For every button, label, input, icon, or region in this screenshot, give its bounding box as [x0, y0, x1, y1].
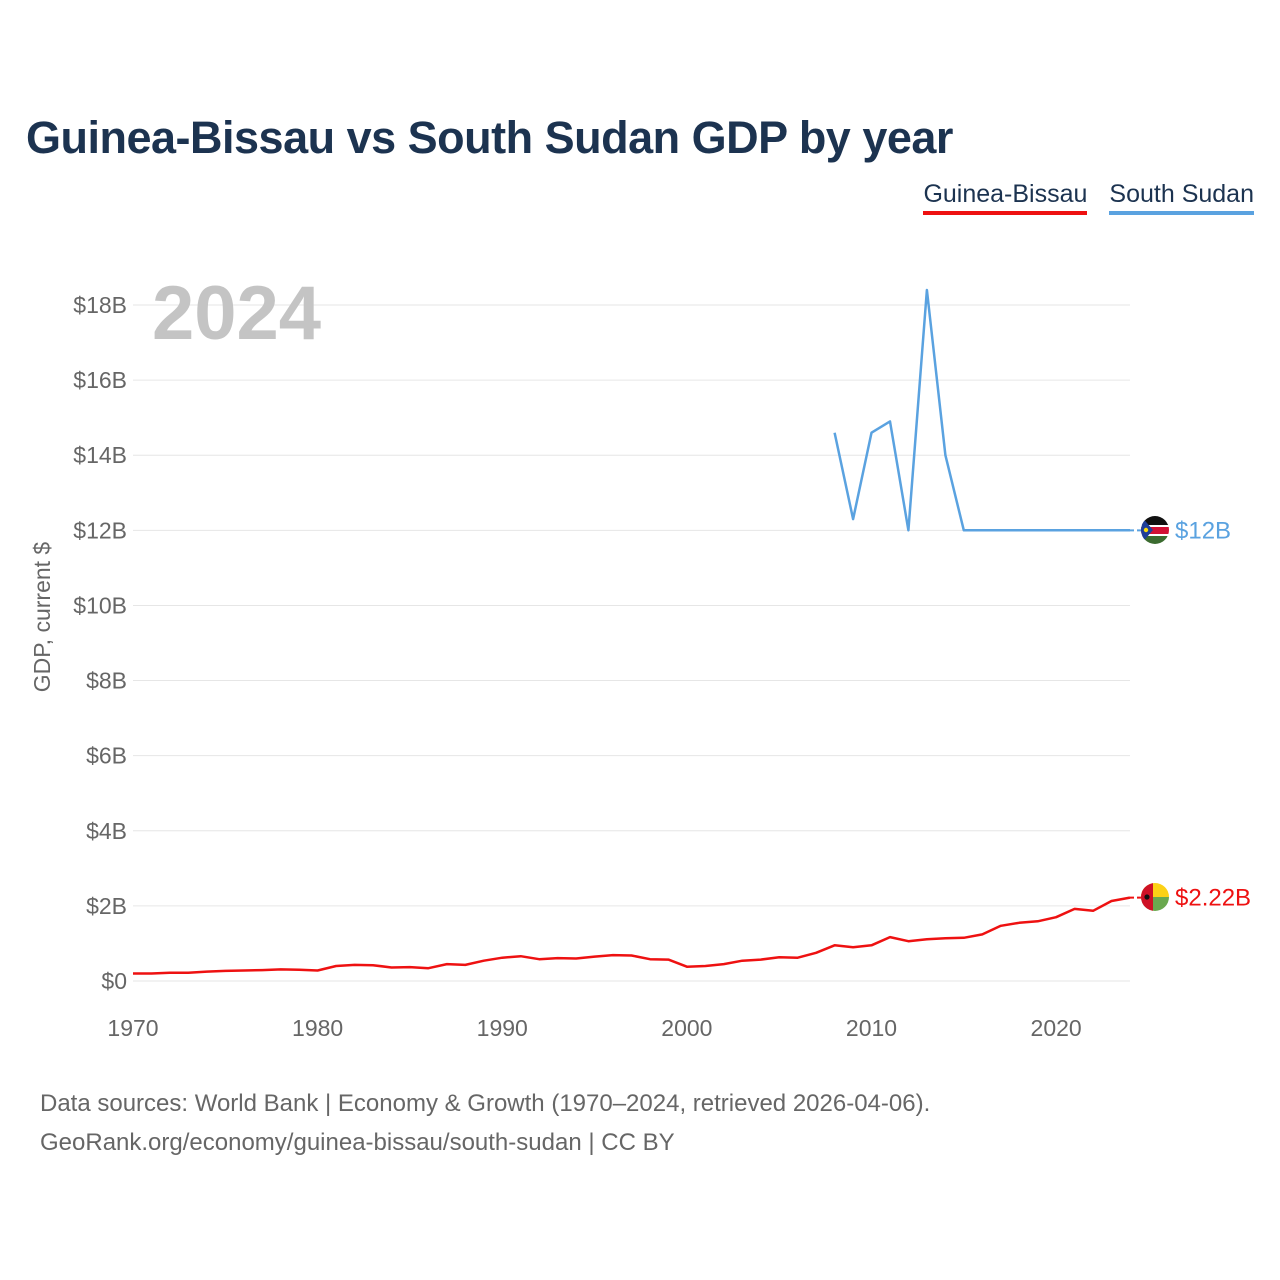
y-tick-label: $14B: [73, 442, 127, 468]
y-tick-label: $0: [101, 968, 127, 994]
y-tick-label: $6B: [86, 743, 127, 769]
gridlines: [133, 304, 1130, 982]
footer-link[interactable]: GeoRank.org/economy/guinea-bissau/south-…: [40, 1129, 675, 1156]
y-tick-label: $4B: [86, 818, 127, 844]
y-tick-label: $16B: [73, 367, 127, 393]
year-watermark: 2024: [152, 271, 321, 356]
legend-item-south-sudan[interactable]: South Sudan: [1109, 180, 1254, 215]
y-axis-label: GDP, current $: [29, 542, 55, 693]
series-line-guinea-bissau: [133, 896, 1131, 975]
y-axis-ticks: $0 $2B $4B $6B $8B $10B $12B $14B $16B $18B: [73, 292, 127, 994]
x-tick-label: 1970: [107, 1015, 158, 1041]
south-sudan-flag-icon: [1141, 516, 1169, 544]
y-tick-label: $18B: [73, 292, 127, 318]
y-tick-label: $8B: [86, 668, 127, 694]
x-tick-label: 2000: [661, 1015, 712, 1041]
x-tick-label: 2020: [1031, 1015, 1082, 1041]
end-label-south-sudan: $12B: [1175, 517, 1231, 544]
footer-sources: Data sources: World Bank | Economy & Gro…: [40, 1090, 931, 1117]
x-tick-label: 1990: [477, 1015, 528, 1041]
x-tick-label: 1980: [292, 1015, 343, 1041]
y-tick-label: $10B: [73, 592, 127, 618]
series-line-south-sudan: [833, 288, 1130, 532]
x-axis-ticks: 1970 1980 1990 2000 2010 2020: [107, 1015, 1081, 1041]
guinea-bissau-flag-icon: [1141, 883, 1169, 911]
end-label-guinea-bissau: $2.22B: [1175, 885, 1251, 912]
series: $2.22B $12B: [133, 288, 1251, 975]
y-tick-label: $2B: [86, 893, 127, 919]
legend: Guinea-Bissau South Sudan: [923, 180, 1254, 215]
y-tick-label: $12B: [73, 517, 127, 543]
footer: Data sources: World Bank | Economy & Gro…: [40, 1084, 930, 1162]
legend-item-guinea-bissau[interactable]: Guinea-Bissau: [923, 180, 1088, 215]
chart-title: Guinea-Bissau vs South Sudan GDP by year: [26, 112, 953, 163]
x-tick-label: 2010: [846, 1015, 897, 1041]
